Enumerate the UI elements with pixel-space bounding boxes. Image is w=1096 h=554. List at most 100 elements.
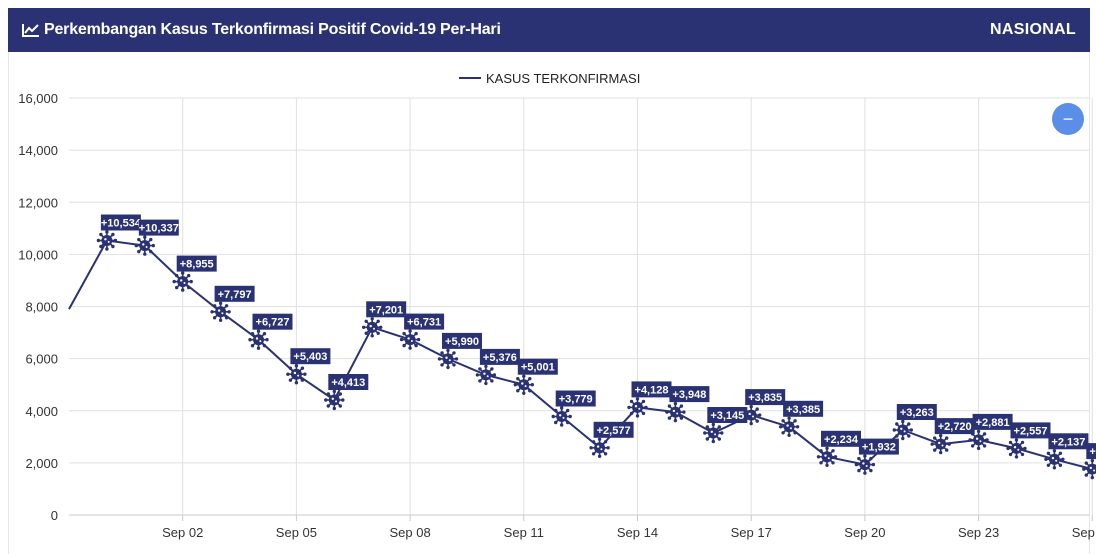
- virus-spike-tip: [262, 344, 267, 348]
- data-label-box: [821, 430, 861, 447]
- virus-spike-tip: [338, 392, 342, 396]
- virus-spike-tip: [300, 366, 305, 370]
- virus-body: [973, 434, 985, 446]
- data-label-text: +5,376: [483, 352, 517, 364]
- data-label-box: [366, 301, 407, 318]
- virus-spike-tip: [528, 377, 532, 381]
- data-label-text: +2,720: [938, 421, 972, 433]
- virus-spike-tip: [111, 244, 115, 249]
- virus-icon: [286, 364, 307, 385]
- virus-dot: [104, 238, 107, 241]
- virus-icon: [172, 271, 193, 292]
- data-label: +3,263: [896, 404, 937, 420]
- virus-spike-tip: [568, 414, 572, 419]
- virus-spike-tip: [781, 419, 785, 423]
- virus-spike-tip: [778, 425, 783, 429]
- virus-spike-tip: [288, 366, 293, 370]
- virus-spike-tip: [484, 381, 488, 386]
- virus-spike-tip: [749, 404, 753, 409]
- virus-dot: [559, 414, 562, 417]
- virus-spike-tip: [1020, 452, 1025, 457]
- x-tick-label: Sep 14: [617, 525, 658, 540]
- virus-dot: [748, 412, 751, 416]
- virus-dot: [975, 437, 979, 440]
- virus-dot: [562, 416, 565, 419]
- virus-spike-tip: [187, 273, 191, 278]
- virus-icon: [96, 230, 118, 251]
- virus-spike-tip: [560, 406, 564, 410]
- virus-icon: [930, 433, 951, 455]
- data-label-box: [934, 418, 975, 435]
- virus-spike-tip: [945, 448, 949, 452]
- line-chart-icon: [22, 24, 39, 37]
- virus-body: [632, 401, 643, 413]
- virus-icon: [627, 397, 648, 418]
- data-label: +2,577: [593, 421, 634, 438]
- y-tick-label: 16,000: [18, 91, 58, 106]
- virus-dot: [331, 397, 334, 400]
- data-label-text: +3,948: [672, 389, 706, 401]
- virus-body: [783, 421, 795, 433]
- virus-spike-tip: [99, 244, 103, 249]
- minus-icon: −: [1062, 109, 1074, 129]
- virus-dot: [672, 409, 676, 413]
- virus-spike-tip: [566, 408, 570, 413]
- data-label: +8,955: [176, 255, 217, 272]
- virus-dot: [259, 340, 262, 343]
- virus-dot: [676, 412, 679, 415]
- virus-body: [745, 409, 757, 421]
- virus-spike-tip: [452, 363, 456, 367]
- virus-spike-tip: [976, 429, 981, 434]
- virus-dot: [486, 375, 489, 378]
- virus-spike-tip: [717, 437, 721, 441]
- virus-spike-tip: [597, 437, 602, 441]
- virus-spike-tip: [224, 304, 229, 308]
- data-label-text: +2,881: [976, 417, 1010, 429]
- virus-spike-tip: [705, 437, 709, 441]
- virus-spike-tip: [793, 431, 797, 435]
- virus-dot: [448, 359, 451, 362]
- data-label-box: [707, 407, 748, 423]
- virus-spike-tip: [1052, 466, 1057, 470]
- virus-spike-tip: [376, 319, 380, 323]
- data-label: +2,720: [934, 418, 975, 435]
- virus-spike-tip: [151, 243, 155, 248]
- virus-dot: [752, 415, 754, 418]
- virus-spike-tip: [945, 436, 949, 440]
- virus-spike-tip: [831, 449, 835, 453]
- x-tick-label: Sep 05: [276, 525, 317, 540]
- virus-spike-tip: [793, 419, 797, 423]
- virus-spike-tip: [143, 252, 147, 256]
- virus-spike-tip: [787, 433, 791, 437]
- virus-spike-tip: [597, 454, 602, 458]
- virus-body: [253, 334, 264, 346]
- zoom-out-button[interactable]: −: [1052, 103, 1084, 135]
- virus-dot: [1013, 446, 1017, 449]
- virus-spike-tip: [895, 422, 899, 426]
- virus-spike-tip: [985, 438, 989, 442]
- legend[interactable]: KASUS TERKONFIRMASI: [459, 71, 640, 86]
- virus-icon: [437, 348, 459, 370]
- virus-spike-tip: [181, 271, 185, 275]
- virus-spike-tip: [1084, 461, 1088, 465]
- virus-spike-tip: [224, 316, 229, 320]
- virus-spike-tip: [976, 446, 981, 451]
- virus-spike-tip: [863, 471, 867, 475]
- virus-dot: [521, 382, 524, 385]
- virus-spike-tip: [749, 421, 753, 426]
- virus-spike-tip: [939, 433, 943, 438]
- virus-dot: [142, 243, 145, 246]
- virus-spike-tip: [758, 413, 762, 417]
- virus-spike-tip: [326, 404, 330, 408]
- virus-spike-tip: [629, 399, 634, 404]
- data-label-text: +3,779: [559, 394, 593, 406]
- virus-dot: [145, 246, 148, 248]
- virus-spike-tip: [256, 346, 261, 350]
- virus-spike-tip: [857, 468, 861, 473]
- virus-dot: [297, 374, 300, 377]
- virus-spike-tip: [591, 452, 596, 456]
- data-label-text: +5,001: [521, 362, 555, 374]
- virus-spike-tip: [606, 446, 610, 450]
- virus-spike-tip: [522, 374, 526, 378]
- data-label-box: [896, 404, 937, 420]
